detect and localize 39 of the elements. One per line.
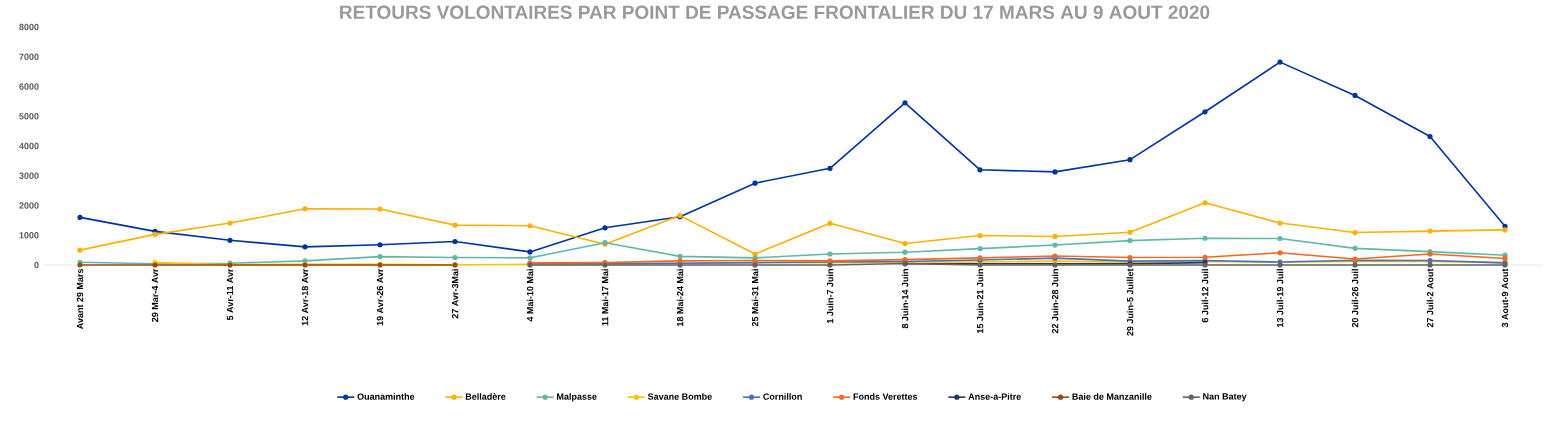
x-tick-label: 11 Mai-17 Mai: [601, 269, 609, 326]
legend-label: Savane Bombe: [647, 393, 712, 400]
legend-label: Nan Batey: [1203, 393, 1247, 402]
legend-label: Anse-a-Pitre: [968, 393, 1021, 400]
x-tick-label: 4 Mai-10 Mai: [526, 269, 534, 322]
legend-label: Malpasse: [557, 393, 597, 402]
x-tick-label: 1 Juin-7 Juin: [826, 269, 834, 323]
y-tick-label: 3000: [19, 172, 39, 179]
x-tick-label: 29 Mar-4 Avr: [151, 268, 159, 322]
y-tick-label: 4000: [19, 142, 39, 150]
x-tick-label: 20 Juil-26 Juil: [1351, 269, 1359, 328]
y-tick-label: 1000: [19, 232, 39, 239]
x-tick-label: 13 Juil-19 Juil: [1276, 269, 1284, 327]
x-tick-label: 27 Juil-2 Aout: [1426, 268, 1434, 328]
y-tick-label: 0: [34, 261, 39, 269]
y-tick-label: 6000: [19, 83, 39, 90]
x-tick-label: 27 Avr-3Mai: [451, 269, 459, 319]
y-tick-label: 8000: [19, 23, 39, 31]
x-tick-label: 25 Mai-31 Mai: [751, 269, 759, 327]
x-tick-label: 29 Juin-5 Juillet: [1126, 268, 1134, 336]
x-tick-label: 22 Juin-28 Juin: [1051, 269, 1059, 334]
x-tick-label: 8 Juin-14 Juin: [901, 269, 909, 329]
x-tick-label: 6 Juil-12 Juil: [1201, 269, 1209, 323]
legend-label: Baie de Manzanille: [1072, 393, 1152, 400]
legend-label: Belladère: [465, 393, 506, 400]
x-tick-label: 12 Avr-18 Avr: [301, 268, 309, 326]
chart-title: RETOURS VOLONTAIRES PAR POINT DE PASSAGE FRONTALIER DU 17 MARS AU 9 AOUT 2020: [340, 5, 1210, 19]
legend-label: Ouanaminthe: [357, 393, 415, 400]
legend-label: Cornillon: [763, 393, 802, 400]
x-tick-label: 3 Aout-9 Aout: [1501, 268, 1509, 328]
x-tick-label: 5 Avr-11 Avr: [226, 268, 234, 321]
y-tick-label: 7000: [19, 53, 39, 60]
x-tick-label: Avant 29 Mars: [76, 268, 84, 330]
y-tick-label: 2000: [19, 202, 39, 209]
y-tick-label: 5000: [19, 113, 39, 120]
legend-label: Fonds Verettes: [853, 393, 918, 400]
x-tick-label: 18 Mai-24 Mai: [676, 269, 684, 326]
x-tick-label: 15 Juin-21 Juin: [976, 269, 984, 333]
x-tick-label: 19 Avr-26 Avr: [376, 268, 384, 326]
